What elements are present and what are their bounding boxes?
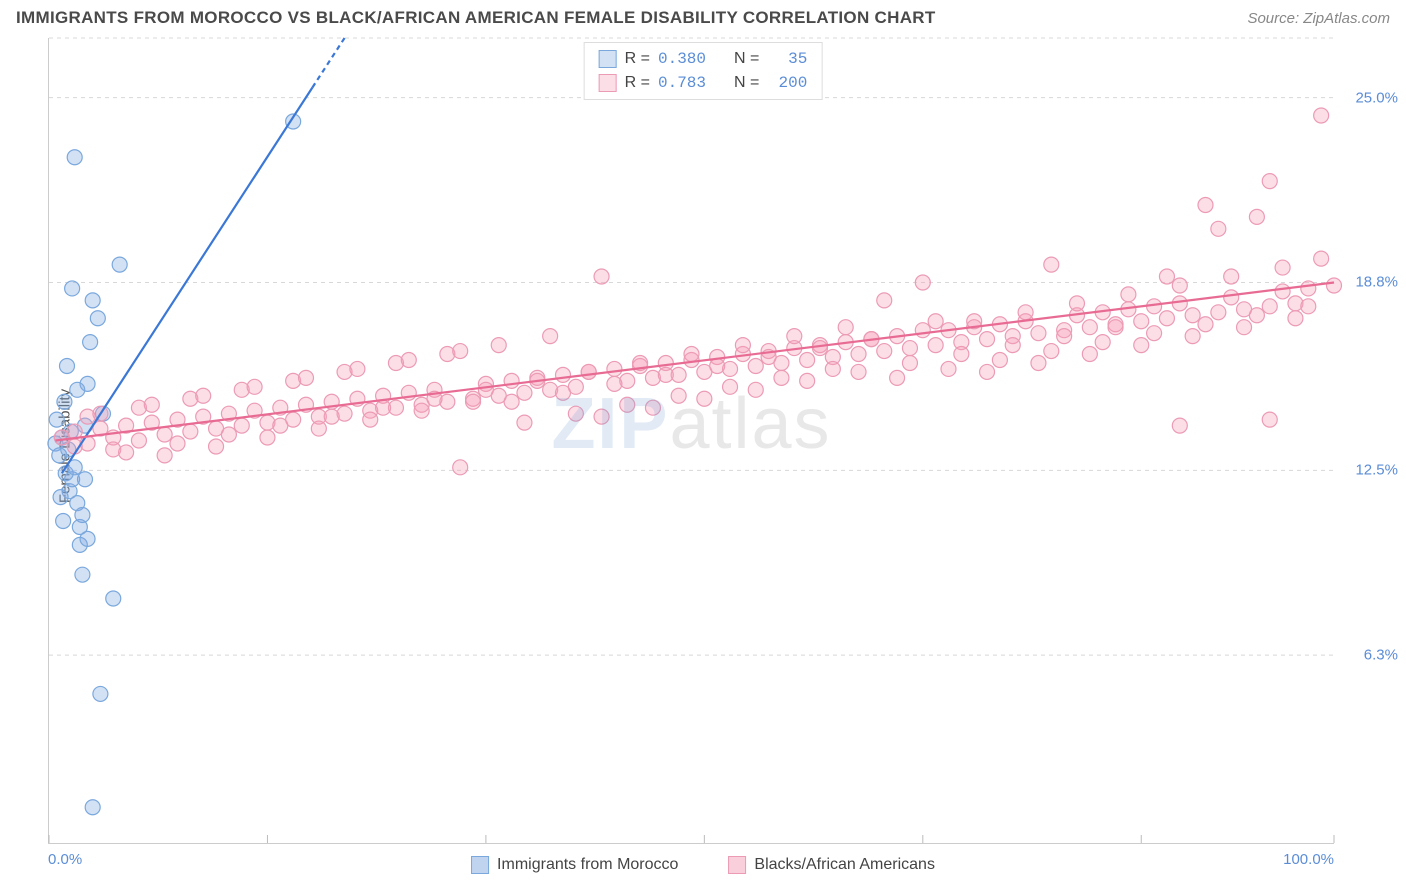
chart-svg <box>49 38 1334 843</box>
x-tick-max: 100.0% <box>1283 851 1334 868</box>
legend-item: Blacks/African Americans <box>728 856 935 874</box>
chart-title: IMMIGRANTS FROM MOROCCO VS BLACK/AFRICAN… <box>16 8 936 28</box>
y-tick-label: 25.0% <box>1355 89 1398 106</box>
n-label: N = <box>734 71 759 95</box>
y-tick-label: 6.3% <box>1364 647 1398 664</box>
n-value: 35 <box>767 47 807 71</box>
chart-plot-area: ZIPatlas <box>48 38 1334 844</box>
legend-item: Immigrants from Morocco <box>471 856 678 874</box>
correlation-legend: R = 0.380 N = 35 R = 0.783 N = 200 <box>584 42 823 100</box>
correlation-legend-row: R = 0.380 N = 35 <box>599 47 808 71</box>
n-value: 200 <box>767 71 807 95</box>
r-label: R = <box>625 71 650 95</box>
series-legend: Immigrants from Morocco Blacks/African Am… <box>471 856 935 874</box>
r-value: 0.380 <box>658 47 706 71</box>
y-tick-label: 18.8% <box>1355 274 1398 291</box>
y-tick-label: 12.5% <box>1355 462 1398 479</box>
r-value: 0.783 <box>658 71 706 95</box>
legend-swatch <box>471 856 489 874</box>
r-label: R = <box>625 47 650 71</box>
n-label: N = <box>734 47 759 71</box>
legend-label: Blacks/African Americans <box>754 856 935 874</box>
source-label: Source: ZipAtlas.com <box>1247 10 1390 27</box>
legend-swatch <box>728 856 746 874</box>
legend-swatch <box>599 50 617 68</box>
legend-swatch <box>599 74 617 92</box>
correlation-legend-row: R = 0.783 N = 200 <box>599 71 808 95</box>
x-tick-min: 0.0% <box>48 851 82 868</box>
legend-label: Immigrants from Morocco <box>497 856 678 874</box>
